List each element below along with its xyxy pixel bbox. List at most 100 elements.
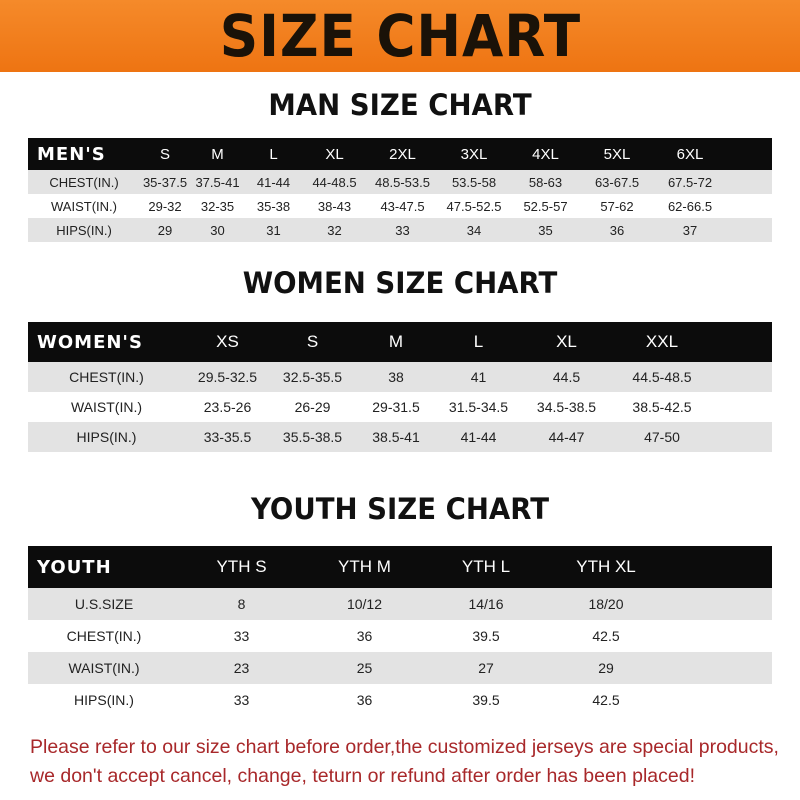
cell: 32.5-35.5: [282, 369, 343, 385]
table-header: WOMEN'S XS S M L XL XXL: [28, 322, 772, 362]
cell: 38.5-42.5: [632, 399, 692, 415]
cell: S: [159, 145, 170, 163]
cell: 29-32: [148, 198, 182, 214]
cell: 32-35: [200, 198, 235, 214]
cell: 33: [395, 222, 410, 238]
cell: 37: [682, 222, 698, 238]
table-row: WAIST(IN.) 23 25 27 29: [28, 652, 772, 684]
cell: M: [211, 145, 224, 163]
cell: 36: [356, 692, 373, 708]
cell: XL: [325, 145, 344, 163]
cell: 35-37.5: [142, 174, 188, 190]
row-label: WOMEN'S: [37, 331, 143, 353]
notice-line: we don't accept cancel, change, teturn o…: [30, 765, 695, 787]
cell: 29: [157, 222, 173, 238]
cell: 62-66.5: [667, 198, 713, 214]
table-row: HIPS(IN.) 33 36 39.5 42.5: [28, 684, 772, 716]
cell: 31.5-34.5: [448, 399, 509, 415]
cell: L: [473, 332, 484, 351]
cell: 39.5: [472, 692, 500, 708]
table-row: WAIST(IN.) 29-32 32-35 35-38 38-43 43-47.5 47.…: [28, 194, 772, 218]
cell: 4XL: [532, 145, 559, 163]
cell: 36: [356, 628, 373, 644]
row-label: CHEST(IN.): [66, 628, 142, 644]
cell: 35.5-38.5: [282, 429, 343, 445]
cell: 14/16: [468, 596, 504, 612]
cell: 43-47.5: [380, 198, 425, 214]
cell: 44-47: [548, 429, 585, 445]
cell: 44.5-48.5: [632, 369, 692, 385]
cell: 48.5-53.5: [375, 174, 430, 190]
cell: 47-50: [644, 429, 680, 445]
cell: 34: [466, 222, 482, 238]
cell: 35: [538, 222, 553, 238]
banner: SIZE CHART: [0, 0, 800, 72]
cell: 25: [356, 660, 373, 676]
cell: 42.5: [592, 692, 620, 708]
table-row: HIPS(IN.) 29 30 31 32 33 34 35 36 37: [28, 218, 772, 242]
row-label: WAIST(IN.): [70, 399, 143, 415]
cell: 39.5: [472, 628, 500, 644]
cell: 37.5-41: [195, 174, 240, 190]
cell: 44-48.5: [312, 174, 357, 190]
cell: 42.5: [592, 628, 620, 644]
row-label: U.S.SIZE: [74, 596, 134, 612]
notice-line: Please refer to our size chart before or…: [30, 736, 779, 758]
cell: 6XL: [676, 145, 704, 163]
cell: 57-62: [600, 198, 634, 214]
table-header: MEN'S S M L XL 2XL 3XL 4XL 5XL 6XL: [28, 138, 772, 170]
cell: XXL: [645, 332, 679, 351]
table-row: HIPS(IN.) 33-35.5 35.5-38.5 38.5-41 41-44 44-…: [28, 422, 772, 452]
cell: 44.5: [552, 369, 581, 385]
table-row: CHEST(IN.) 33 36 39.5 42.5: [28, 620, 772, 652]
cell: 38-43: [317, 198, 352, 214]
men-size-table: MEN'S S M L XL 2XL 3XL 4XL 5XL 6XL CHEST(IN.) 35-37…: [28, 138, 772, 242]
cell: L: [269, 145, 278, 163]
cell: 41: [470, 369, 487, 385]
youth-section-title: YOUTH SIZE CHART: [250, 492, 550, 526]
cell: 36: [609, 222, 625, 238]
table-row: WAIST(IN.) 23.5-26 26-29 29-31.5 31.5-34.5 34…: [28, 392, 772, 422]
cell: 53.5-58: [451, 174, 497, 190]
row-label: CHEST(IN.): [69, 369, 144, 385]
women-section-title: WOMEN SIZE CHART: [242, 266, 558, 300]
cell: 5XL: [603, 145, 631, 163]
order-notice: Please refer to our size chart before or…: [30, 733, 790, 791]
cell: 29: [598, 660, 614, 676]
table-row: CHEST(IN.) 29.5-32.5 32.5-35.5 38 41 44.5 44.5…: [28, 362, 772, 392]
row-label: HIPS(IN.): [56, 222, 112, 238]
men-section-title: MAN SIZE CHART: [268, 88, 532, 122]
cell: 33-35.5: [203, 429, 252, 445]
cell: 41-44: [256, 174, 291, 190]
cell: 26-29: [294, 399, 331, 415]
table-row: U.S.SIZE 8 10/12 14/16 18/20: [28, 588, 772, 620]
cell: 31: [266, 222, 281, 238]
cell: 29.5-32.5: [197, 369, 258, 385]
cell: 32: [327, 222, 342, 238]
cell: YTH L: [461, 557, 511, 576]
cell: 38.5-41: [372, 429, 420, 445]
page-title: SIZE CHART: [219, 2, 581, 70]
cell: 23.5-26: [203, 399, 252, 415]
row-label: WAIST(IN.): [51, 198, 117, 214]
row-label: HIPS(IN.): [76, 429, 137, 445]
cell: S: [306, 332, 319, 351]
cell: 63-67.5: [594, 174, 640, 190]
row-label: HIPS(IN.): [74, 692, 134, 708]
cell: 23: [233, 660, 250, 676]
cell: XL: [556, 332, 577, 351]
cell: 34.5-38.5: [536, 399, 597, 415]
cell: 33: [233, 692, 250, 708]
cell: 3XL: [460, 145, 488, 163]
cell: 2XL: [389, 145, 416, 163]
women-size-table: WOMEN'S XS S M L XL XXL CHEST(IN.) 29.5-32.5 32.5…: [28, 322, 772, 452]
youth-size-table: YOUTH YTH S YTH M YTH L YTH XL U.S.SIZE 8 10/12…: [28, 546, 772, 716]
cell: 29-31.5: [372, 399, 420, 415]
cell: XS: [216, 332, 239, 351]
cell: 8: [237, 596, 246, 612]
cell: M: [388, 332, 404, 351]
table-header: YOUTH YTH S YTH M YTH L YTH XL: [28, 546, 772, 588]
cell: 27: [478, 660, 494, 676]
row-label: YOUTH: [37, 556, 112, 578]
cell: 58-63: [528, 174, 563, 190]
